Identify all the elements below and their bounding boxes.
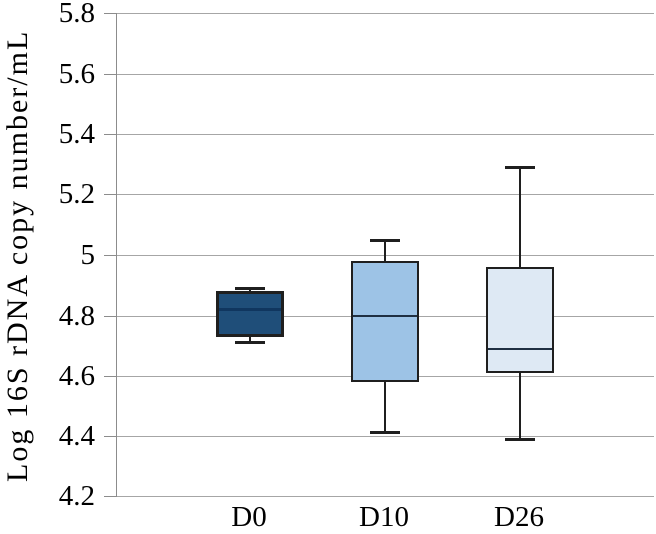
y-tick-label: 4.6 — [58, 360, 95, 392]
y-tick-label: 5 — [80, 239, 96, 271]
whisker-lower — [519, 373, 521, 440]
gridline — [117, 194, 654, 195]
whisker-upper — [519, 167, 521, 267]
x-category-label: D26 — [494, 501, 544, 533]
gridline — [117, 74, 654, 75]
whisker-cap-bottom — [370, 431, 400, 434]
whisker-lower — [249, 337, 251, 343]
y-axis-tick — [104, 255, 116, 256]
y-tick-label: 4.8 — [58, 300, 95, 332]
whisker-lower — [384, 382, 386, 433]
whisker-cap-top — [370, 239, 400, 242]
y-axis-tick — [104, 134, 116, 135]
gridline — [117, 13, 654, 14]
box — [216, 291, 284, 337]
y-tick-label: 4.2 — [58, 480, 95, 512]
y-axis-tick — [104, 496, 116, 497]
whisker-cap-bottom — [235, 341, 265, 344]
y-tick-label: 5.4 — [58, 118, 95, 150]
whisker-cap-top — [505, 166, 535, 169]
median-line — [353, 315, 417, 317]
gridline — [117, 496, 654, 497]
y-tick-label: 4.4 — [58, 420, 95, 452]
y-axis-tick — [104, 436, 116, 437]
y-tick-label: 5.8 — [58, 0, 95, 29]
gridline — [117, 436, 654, 437]
gridline — [117, 134, 654, 135]
y-axis-tick — [104, 376, 116, 377]
y-axis-tick — [104, 316, 116, 317]
median-line — [488, 348, 552, 350]
y-axis-tick — [104, 74, 116, 75]
y-axis-tick — [104, 13, 116, 14]
y-axis-tick — [104, 194, 116, 195]
whisker-cap-bottom — [505, 438, 535, 441]
x-category-label: D0 — [231, 501, 267, 533]
plot-area — [104, 13, 654, 497]
whisker-cap-top — [235, 287, 265, 290]
box — [486, 267, 554, 373]
y-tick-label: 5.6 — [58, 58, 95, 90]
y-tick-label: 5.2 — [58, 178, 95, 210]
box — [351, 261, 419, 382]
whisker-upper — [384, 240, 386, 261]
median-line — [219, 308, 281, 311]
x-category-label: D10 — [359, 501, 409, 533]
